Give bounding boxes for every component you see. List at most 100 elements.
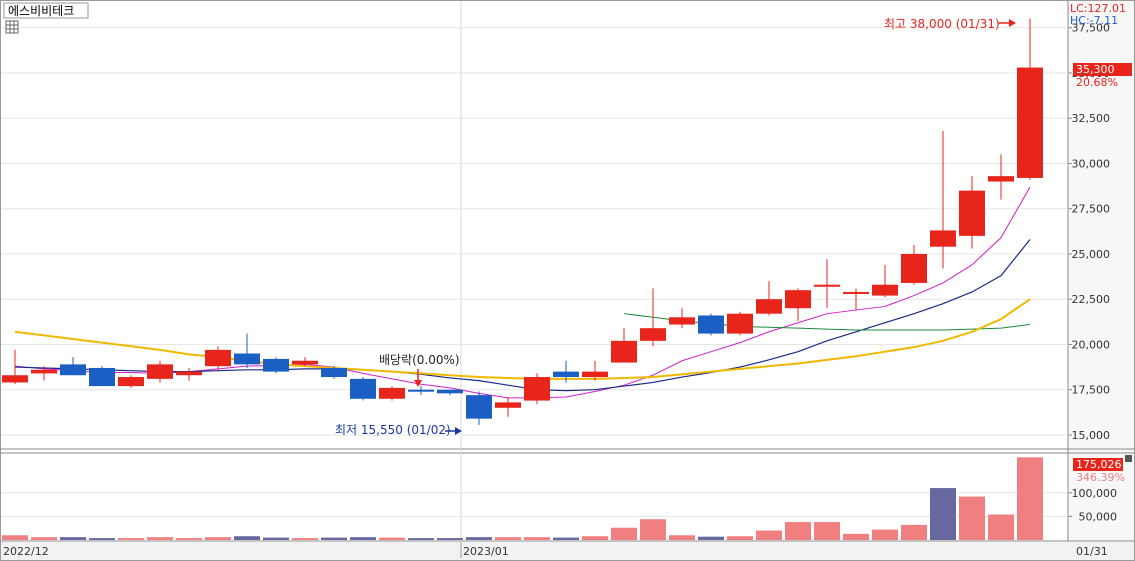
volume-tick-label: 100,000 <box>1072 487 1118 500</box>
candle <box>1017 18 1043 180</box>
volume-bar <box>466 537 492 540</box>
hc-label: HC:-7.11 <box>1070 14 1118 27</box>
candle <box>495 396 521 417</box>
candle-body <box>437 389 463 394</box>
volume-bar <box>205 537 231 540</box>
candle <box>437 389 463 396</box>
candle <box>408 386 434 396</box>
volume-bar <box>930 488 956 540</box>
lc-label: LC:127.01 <box>1070 2 1126 15</box>
candle <box>234 333 260 368</box>
volume-bars <box>2 457 1043 540</box>
volume-bar <box>2 535 28 540</box>
candle <box>31 366 57 381</box>
volume-tick-label: 50,000 <box>1079 510 1118 523</box>
candle-body <box>292 360 318 365</box>
price-tick-label: 17,500 <box>1072 384 1111 397</box>
candle-body <box>785 290 811 309</box>
volume-bar <box>843 533 869 540</box>
candle-body <box>2 375 28 383</box>
candle-body <box>524 377 550 401</box>
volume-bar <box>379 537 405 540</box>
candle <box>553 360 579 383</box>
candle <box>147 360 173 383</box>
current-price-tag <box>1073 63 1132 76</box>
candle-body <box>756 299 782 314</box>
high-arrow-icon <box>998 19 1016 27</box>
candle <box>582 360 608 381</box>
candle-body <box>31 369 57 374</box>
candle <box>2 349 28 385</box>
candle <box>727 311 753 336</box>
price-change-pct: 20.68% <box>1076 76 1118 89</box>
candle <box>959 176 985 249</box>
price-tick-label: 25,000 <box>1072 248 1111 261</box>
volume-bar <box>756 530 782 540</box>
volume-bar <box>872 529 898 540</box>
candle-body <box>205 349 231 367</box>
volume-gridlines <box>1 492 1068 517</box>
volume-bar <box>350 537 376 540</box>
price-tick-label: 15,000 <box>1072 429 1111 442</box>
high-annotation: 최고 38,000 (01/31) <box>884 17 1000 31</box>
candle-body <box>379 387 405 399</box>
stock-name-box[interactable] <box>3 2 89 19</box>
price-tick-label: 20,000 <box>1072 338 1111 351</box>
candle-body <box>582 371 608 378</box>
price-tick-label: 30,000 <box>1072 157 1111 170</box>
candlestick-series <box>2 18 1043 425</box>
dividend-arrow-icon <box>414 369 422 387</box>
volume-bar <box>495 537 521 540</box>
candle-body <box>408 389 434 392</box>
candle-body <box>321 367 347 378</box>
dividend-annotation: 배당락(0.00%) <box>379 353 460 367</box>
volume-change-pct: 346.39% <box>1076 471 1125 484</box>
candle <box>60 357 86 376</box>
volume-bar <box>292 538 318 540</box>
candle <box>176 367 202 381</box>
volume-bar <box>437 538 463 540</box>
volume-bar <box>60 537 86 540</box>
volume-bar <box>814 522 840 540</box>
volume-bar <box>553 537 579 540</box>
low-annotation: 최저 15,550 (01/02) <box>335 423 451 437</box>
x-label-start: 2022/12 <box>3 545 49 558</box>
current-price: 35,300 <box>1076 63 1115 76</box>
volume-axis-ticks: 50,000 100,000 <box>1068 487 1118 523</box>
candle-body <box>60 364 86 376</box>
price-tick-label: 37,500 <box>1072 22 1111 35</box>
volume-bar <box>988 514 1014 540</box>
candle-body <box>727 313 753 334</box>
candle <box>988 154 1014 200</box>
candle <box>118 375 144 388</box>
candle-body <box>959 190 985 236</box>
candle <box>872 264 898 298</box>
candle <box>901 244 927 285</box>
candle-body <box>669 317 695 325</box>
candle <box>930 130 956 269</box>
volume-panel-close-icon[interactable] <box>1125 455 1132 462</box>
candle <box>756 281 782 316</box>
price-axis-panel <box>1068 1 1134 541</box>
candle-body <box>872 284 898 296</box>
candle-body <box>843 291 869 294</box>
candle <box>263 357 289 374</box>
candle-body <box>466 395 492 419</box>
volume-bar <box>176 538 202 540</box>
current-volume-tag <box>1073 458 1123 471</box>
candle <box>205 346 231 372</box>
grid-icon[interactable] <box>5 20 19 34</box>
volume-bar <box>524 537 550 540</box>
candle <box>669 308 695 329</box>
volume-bar <box>640 519 666 540</box>
x-axis-panel <box>1 542 1134 560</box>
x-label-end: 01/31 <box>1076 545 1108 558</box>
candle <box>524 373 550 405</box>
ma60-line <box>14 298 1031 380</box>
current-volume: 175,026 <box>1076 458 1122 471</box>
candle <box>640 288 666 347</box>
candle <box>785 288 811 321</box>
volume-bar <box>147 537 173 540</box>
candle-body <box>553 371 579 378</box>
